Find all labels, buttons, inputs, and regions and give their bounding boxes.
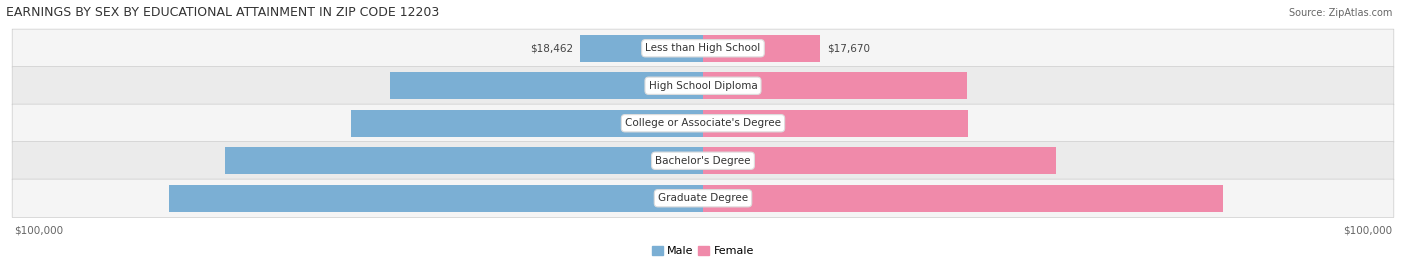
Text: High School Diploma: High School Diploma (648, 81, 758, 91)
Bar (225, 147, 703, 174)
Bar (703, 147, 1056, 174)
Bar (703, 110, 969, 137)
FancyBboxPatch shape (13, 142, 1393, 180)
Text: Less than High School: Less than High School (645, 43, 761, 53)
Text: $80,389: $80,389 (676, 193, 724, 203)
Text: Bachelor's Degree: Bachelor's Degree (655, 156, 751, 166)
Bar (352, 110, 703, 137)
Legend: Male, Female: Male, Female (647, 241, 759, 261)
Bar (703, 185, 1223, 212)
FancyBboxPatch shape (13, 67, 1393, 105)
Text: Source: ZipAtlas.com: Source: ZipAtlas.com (1288, 8, 1392, 18)
Bar (703, 35, 820, 62)
Text: $17,670: $17,670 (827, 43, 870, 53)
Text: $71,972: $71,972 (679, 156, 727, 166)
FancyBboxPatch shape (13, 179, 1393, 217)
Bar (703, 72, 966, 99)
Bar (169, 185, 703, 212)
Text: $39,688: $39,688 (669, 81, 716, 91)
Text: $47,065: $47,065 (688, 81, 735, 91)
FancyBboxPatch shape (13, 29, 1393, 67)
Text: Graduate Degree: Graduate Degree (658, 193, 748, 203)
Text: EARNINGS BY SEX BY EDUCATIONAL ATTAINMENT IN ZIP CODE 12203: EARNINGS BY SEX BY EDUCATIONAL ATTAINMEN… (6, 6, 439, 18)
Text: $52,941: $52,941 (685, 118, 733, 128)
Text: $39,948: $39,948 (669, 118, 716, 128)
Bar (581, 35, 703, 62)
Text: $78,238: $78,238 (682, 193, 728, 203)
Text: $18,462: $18,462 (530, 43, 574, 53)
Text: College or Associate's Degree: College or Associate's Degree (626, 118, 780, 128)
FancyBboxPatch shape (13, 104, 1393, 142)
Bar (391, 72, 703, 99)
Text: $53,075: $53,075 (673, 156, 721, 166)
